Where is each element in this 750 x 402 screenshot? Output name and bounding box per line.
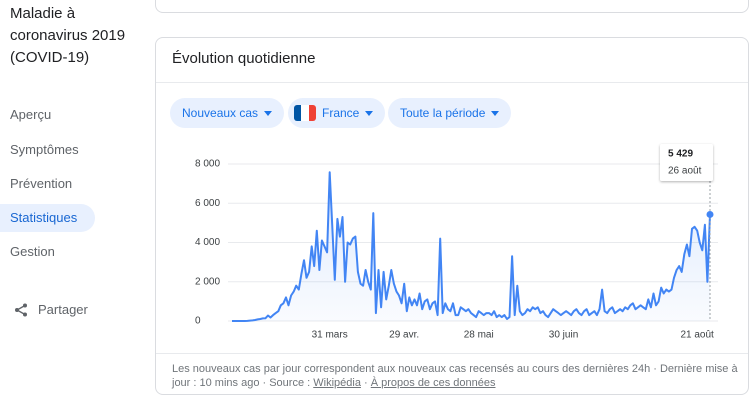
chip-arrow <box>365 110 374 116</box>
nav-item-active[interactable]: Statistiques <box>0 204 95 232</box>
divider <box>156 82 748 83</box>
share-label: Partager <box>38 302 88 317</box>
divider <box>156 353 748 354</box>
topic-title: Maladie à coronavirus 2019 (COVID-19) <box>10 5 126 66</box>
filter-chip[interactable]: France <box>288 98 386 128</box>
nav-item[interactable]: Symptômes <box>10 142 79 157</box>
flag-icon <box>294 105 316 121</box>
share-button[interactable]: Partager <box>14 300 88 320</box>
card-title: Évolution quotidienne <box>172 50 316 67</box>
chip-label: Toute la période <box>400 106 486 120</box>
footer-separator: · <box>364 377 368 389</box>
nav-item[interactable]: Gestion <box>10 244 55 259</box>
share-icon <box>15 303 27 317</box>
chip-label: France <box>322 106 360 120</box>
card <box>155 37 749 395</box>
source-link[interactable]: Wikipédia <box>313 377 361 389</box>
chip-arrow <box>264 110 273 116</box>
footer-note: Les nouveaux cas par jour correspondent … <box>172 362 742 390</box>
about-link[interactable]: À propos de ces données <box>370 377 496 389</box>
card-previous <box>155 0 749 13</box>
chip-arrow <box>491 110 500 116</box>
chip-label: Nouveaux cas <box>182 106 259 120</box>
filter-chip[interactable]: Nouveaux cas <box>170 98 285 128</box>
nav-item[interactable]: Aperçu <box>10 107 52 122</box>
filter-chip[interactable]: Toute la période <box>388 98 512 128</box>
nav-item[interactable]: Prévention <box>10 176 73 191</box>
footer-text: Les nouveaux cas par jour correspondent … <box>172 363 738 389</box>
